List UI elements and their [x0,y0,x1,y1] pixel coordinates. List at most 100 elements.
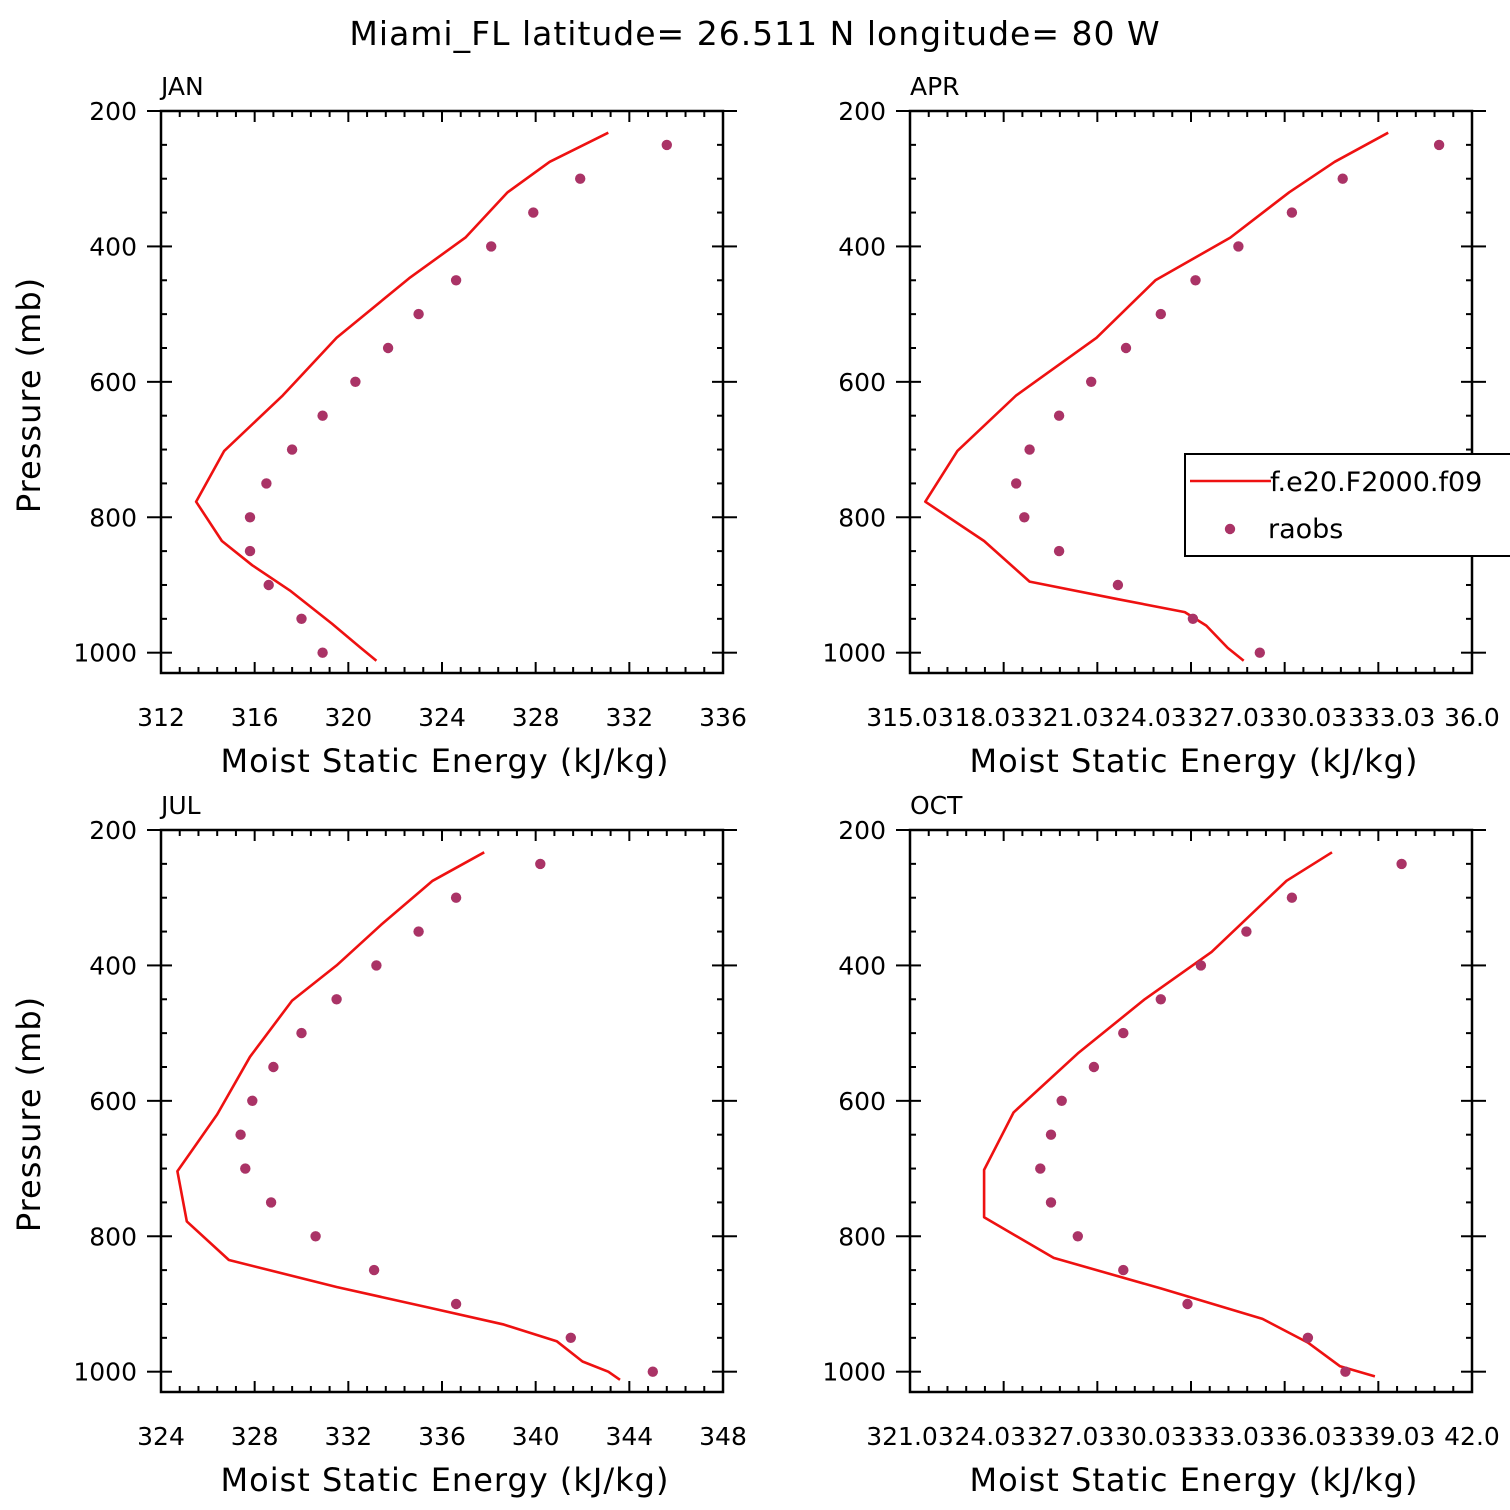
raobs-point [1035,1163,1046,1174]
panel-title: JUL [159,791,201,820]
legend-marker-swatch [1224,523,1236,535]
y-tick-label: 200 [89,97,137,126]
raobs-point [535,858,546,870]
raobs-point [1086,376,1097,387]
panel-title: JAN [159,72,204,101]
raobs-point [1433,139,1445,151]
raobs-point [1233,241,1244,252]
raobs-point [1155,994,1167,1005]
raobs-point [1182,1298,1193,1310]
y-tick-label: 600 [838,368,886,397]
y-tick-label: 1000 [822,639,886,668]
x-tick-label: 336 [418,1422,466,1451]
panel-apr: 315.03 18.03 321.03 24.03 327.03 30.03 333.03 3… [822,72,1510,780]
raobs-point [528,207,539,218]
raobs-point [261,478,272,489]
raobs-point [1286,207,1298,218]
y-tick-label: 400 [89,951,137,980]
raobs-point [1118,1264,1129,1276]
x-tick-label: 24.03 [954,1422,1026,1451]
y-tick-label: 800 [89,1222,137,1251]
raobs-point [317,410,328,421]
raobs-point [1155,308,1167,320]
raobs-point [296,1027,307,1039]
x-tick-label: 348 [699,1422,747,1451]
y-tick-label: 800 [89,503,137,532]
raobs-point [265,1197,277,1208]
y-tick-label: 600 [89,1087,137,1116]
raobs-point [1053,545,1065,557]
raobs-point [1088,1061,1100,1073]
x-tick-label: 332 [324,1422,372,1451]
raobs-point [296,613,307,624]
y-tick-label: 800 [838,1222,886,1251]
raobs-point [1254,647,1266,658]
x-tick-label: 320 [324,703,372,732]
x-tick-label: 36.0 [1444,703,1500,732]
y-tick-label: 1000 [822,1358,886,1387]
raobs-point [1011,478,1022,489]
raobs-point [575,173,586,184]
raobs-point [1118,1027,1129,1039]
x-tick-label: 24.03 [1115,703,1187,732]
raobs-point [350,376,361,387]
raobs-point [244,545,256,557]
raobs-point [1045,1197,1057,1208]
legend-label: raobs [1268,514,1343,545]
raobs-point [247,1095,258,1107]
raobs-point [240,1163,251,1174]
y-tick-label: 600 [838,1087,886,1116]
raobs-point [1302,1332,1314,1344]
plot-frame [908,109,1474,675]
x-tick-label: 333.03 [1187,1422,1274,1451]
raobs-point [1396,858,1407,870]
plot-frame [159,828,725,1394]
y-tick-label: 600 [89,368,137,397]
y-tick-label: 200 [89,816,137,845]
x-tick-label: 42.0 [1444,1422,1500,1451]
x-tick-label: 333.03 [1348,703,1435,732]
raobs-point [1286,892,1298,903]
raobs-point [235,1129,246,1140]
raobs-point [1120,342,1132,354]
raobs-point [382,342,394,354]
x-tick-label: 344 [605,1422,653,1451]
raobs-point [1195,960,1207,971]
raobs-point [1340,1366,1351,1377]
x-tick-label: 328 [231,1422,279,1451]
y-tick-label: 400 [838,951,886,980]
x-axis-label: Moist Static Energy (kJ/kg) [970,742,1419,780]
y-tick-label: 200 [838,816,886,845]
panel-title: OCT [910,791,963,820]
model-series-line [176,851,621,1381]
raobs-point [450,1298,462,1310]
raobs-point [317,647,328,658]
raobs-point [1056,1095,1067,1107]
raobs-point [413,926,424,937]
raobs-point [371,960,382,971]
raobs-point [310,1231,321,1242]
raobs-point [1337,173,1348,184]
x-tick-label: 327.03 [1027,1422,1114,1451]
panel-jan: 312 316 320 324 328 332 336 200 400 600 800 1000 JAN… [10,72,747,780]
legend-label: f.e20.F2000.f09 [1270,467,1482,498]
x-tick-label: 321.03 [866,1422,953,1451]
raobs-point [268,1061,279,1073]
x-tick-label: 30.03 [1276,703,1348,732]
x-tick-label: 332 [605,703,653,732]
y-tick-label: 800 [838,503,886,532]
raobs-point [1053,410,1065,421]
x-tick-label: 327.03 [1187,703,1274,732]
raobs-point [368,1264,380,1276]
panel-oct: 321.03 24.03 327.03 30.03 333.03 36.03 339.03 4… [822,791,1499,1499]
y-tick-label: 1000 [73,639,137,668]
raobs-point [1187,613,1199,624]
raobs-point [244,512,256,523]
raobs-point [1024,444,1035,455]
legend: f.e20.F2000.f09 raobs [1184,453,1510,557]
x-tick-label: 328 [512,703,560,732]
x-axis-label: Moist Static Energy (kJ/kg) [221,742,670,780]
raobs-point [486,241,497,252]
raobs-point [1072,1231,1084,1242]
